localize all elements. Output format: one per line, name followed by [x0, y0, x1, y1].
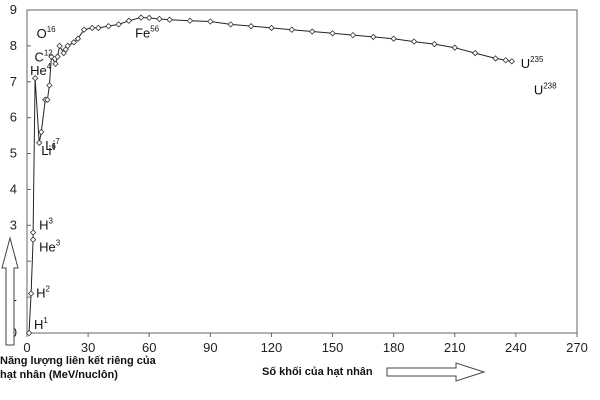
y-axis-label-line1: Năng lượng liên kết riêng của [0, 355, 156, 367]
x-tick-label: 30 [81, 340, 95, 355]
data-point [54, 53, 61, 60]
series-line [28, 16, 512, 334]
data-point [370, 33, 377, 41]
data-point [52, 60, 59, 67]
up-arrow-icon [1, 236, 19, 346]
data-point [186, 17, 194, 24]
data-point [36, 139, 43, 146]
y-axis-label: Năng lượng liên kết riêng của hạt nhân (… [0, 354, 156, 382]
nuclide-label-fe56: Fe56 [135, 25, 160, 41]
nuclide-label-h2: H2 [36, 285, 50, 301]
data-point [80, 26, 88, 33]
data-point [156, 15, 163, 23]
data-point [207, 18, 214, 25]
nuclide-label-h1: H1 [34, 316, 48, 332]
nuclide-label-h3: H3 [39, 217, 53, 233]
data-point [508, 58, 515, 65]
x-tick-label: 90 [203, 340, 217, 355]
x-tick-label: 0 [23, 340, 30, 355]
x-tick-label: 180 [383, 340, 405, 355]
data-point [105, 22, 112, 30]
y-tick-label: 4 [10, 181, 17, 196]
data-point [64, 42, 71, 50]
data-point [410, 38, 418, 45]
nuclide-label-li6: Li6 [41, 142, 56, 158]
y-axis-label-line2: hạt nhân (MeV/nuclôn) [0, 369, 118, 381]
data-point [166, 16, 173, 23]
data-point [29, 236, 37, 243]
x-tick-label: 150 [322, 340, 344, 355]
data-point [288, 26, 295, 33]
series-layer [25, 14, 515, 337]
data-point [25, 329, 33, 337]
data-point [95, 24, 102, 32]
data-point [227, 21, 234, 28]
y-tick-label: 5 [10, 146, 17, 161]
y-tick-label: 3 [10, 217, 17, 232]
right-arrow-icon [386, 362, 486, 382]
data-point [31, 75, 39, 82]
data-point [70, 39, 78, 46]
nuclide-label-o16: O16 [37, 25, 57, 41]
data-point [146, 14, 153, 22]
y-tick-label: 9 [10, 2, 17, 17]
data-point [349, 31, 357, 39]
nuclide-label-he4: He4 [30, 62, 52, 78]
nuclide-label-c12: C12 [34, 49, 53, 65]
data-point [115, 21, 122, 28]
data-point [268, 24, 275, 32]
data-point [48, 53, 55, 60]
x-tick-label: 60 [142, 340, 156, 355]
y-tick-label: 8 [10, 38, 17, 53]
data-point [29, 229, 37, 236]
nuclide-label-he3: He3 [39, 239, 61, 255]
x-axis-label: Số khối của hạt nhân [262, 366, 373, 378]
nuclide-label-u235: U235 [521, 55, 544, 71]
x-tick-label: 240 [505, 340, 527, 355]
x-tick-label: 270 [566, 340, 588, 355]
data-point [451, 44, 458, 51]
data-point [89, 24, 96, 32]
x-tick-label: 120 [261, 340, 283, 355]
y-tick-label: 7 [10, 74, 17, 89]
y-tick-label: 6 [10, 110, 17, 125]
data-point [56, 42, 63, 50]
data-point [431, 40, 438, 48]
data-point [329, 30, 336, 37]
data-point [492, 55, 499, 62]
x-axis-ticks: 0 30 60 90 120 150 180 210 240 270 [23, 333, 588, 355]
data-point [137, 14, 145, 21]
data-point [471, 49, 479, 57]
data-point [38, 128, 45, 136]
data-point [247, 22, 255, 30]
data-point [46, 82, 53, 89]
nuclide-label-u238: U238 [534, 81, 557, 97]
data-point [125, 17, 133, 24]
data-point [502, 57, 509, 64]
data-point [390, 35, 397, 42]
x-tick-label: 210 [444, 340, 466, 355]
data-point [74, 35, 82, 42]
plot-frame [26, 9, 578, 334]
nuclide-label-li7: Li7 [45, 137, 60, 153]
data-point [27, 290, 35, 297]
data-point [309, 28, 316, 35]
data-point [44, 96, 51, 103]
